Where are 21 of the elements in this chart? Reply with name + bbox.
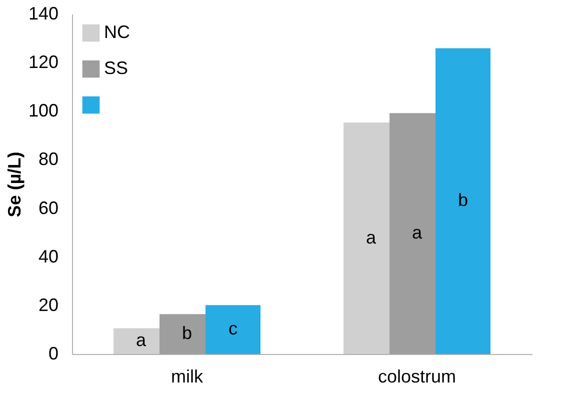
y-tick-label: 80 [38,149,58,170]
y-axis-title: Se (µ/L) [4,152,24,218]
annotation: b [458,190,468,210]
annotation: b [182,323,192,344]
y-tick-label: 120 [28,52,58,72]
bar [206,305,260,354]
annotation: c [228,318,238,339]
x-tick-label: colostrum [378,366,456,386]
y-tick-label: 40 [38,246,58,266]
annotation: a [412,222,423,243]
bar [436,48,490,354]
x-tick-label: milk [171,366,204,386]
y-tick-label: 60 [38,198,58,218]
annotation: a [366,227,377,248]
legend-label: SS [104,58,128,78]
legend-label: NC [104,22,130,42]
y-tick-label: 140 [28,4,58,24]
y-tick-label: 100 [28,100,58,121]
annotation: a [136,330,147,350]
y-tick-label: 20 [38,294,58,315]
y-tick-label: 0 [48,344,58,364]
